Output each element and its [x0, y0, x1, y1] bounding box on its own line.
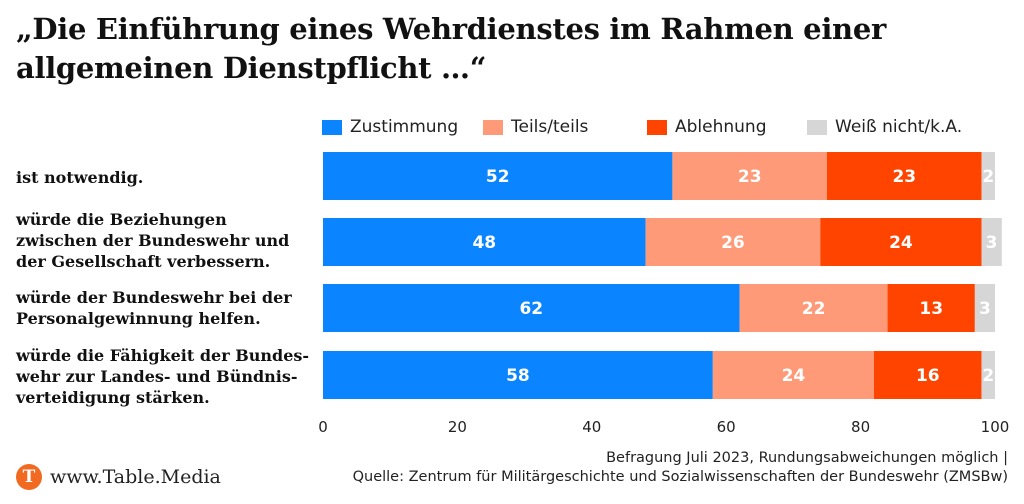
- x-tick-label-80: 80: [851, 418, 870, 436]
- bar-teils-teils-row-2: [645, 218, 821, 266]
- table-media-logo-icon: T: [16, 464, 42, 490]
- bar-ablehnung-row-2: [820, 218, 982, 266]
- bar-value-zustimmung-row-1: 52: [486, 167, 510, 187]
- chart-title-line-2: allgemeinen Dienstpflicht …“: [16, 51, 487, 85]
- bar-zustimmung-row-3: [323, 284, 740, 332]
- row-label-2: würde die Beziehungen zwischen der Bunde…: [16, 209, 316, 272]
- x-tick-label-100: 100: [981, 418, 1010, 436]
- bar-teils-teils-row-4: [712, 351, 875, 399]
- bar-value-ablehnung-row-1: 23: [892, 167, 916, 187]
- legend-label-ablehnung: Ablehnung: [675, 117, 767, 137]
- brand-url: www.Table.Media: [50, 466, 221, 488]
- bar-value-weiss-nicht-row-1: 2: [982, 167, 994, 187]
- row-label-2-line-1: würde die Beziehungen: [16, 210, 227, 229]
- bar-value-teils-teils-row-2: 26: [721, 233, 745, 253]
- bar-value-zustimmung-row-4: 58: [506, 366, 530, 386]
- legend-swatch-weiss-nicht: [807, 119, 827, 135]
- row-label-4: würde die Fähigkeit der Bundes- wehr zur…: [16, 345, 316, 408]
- bar-value-weiss-nicht-row-3: 3: [979, 299, 991, 319]
- bar-value-teils-teils-row-3: 22: [802, 299, 826, 319]
- source-line-1: Befragung Juli 2023, Rundungsabweichunge…: [606, 450, 1008, 466]
- bar-weiss-nicht-row-1: [981, 152, 995, 200]
- x-tick-label-40: 40: [582, 418, 601, 436]
- x-tick-label-20: 20: [448, 418, 467, 436]
- row-label-2-line-2: zwischen der Bundeswehr und: [16, 231, 290, 250]
- bar-row-4: 58 24 16 2: [323, 351, 995, 399]
- x-tick-label-60: 60: [717, 418, 736, 436]
- bar-zustimmung-row-1: [323, 152, 673, 200]
- bar-row-2: 48 26 24 3: [323, 218, 1002, 266]
- bar-weiss-nicht-row-2: [981, 218, 1002, 266]
- row-label-3-line-2: Personalgewinnung helfen.: [16, 309, 261, 328]
- bar-value-teils-teils-row-1: 23: [738, 167, 762, 187]
- bar-ablehnung-row-4: [874, 351, 982, 399]
- bar-value-ablehnung-row-4: 16: [916, 366, 940, 386]
- row-label-4-line-2: wehr zur Landes- und Bündnis-: [16, 367, 298, 386]
- bar-value-teils-teils-row-4: 24: [782, 366, 806, 386]
- legend-item-weiss-nicht: Weiß nicht/k.A.: [807, 117, 962, 137]
- bar-value-zustimmung-row-2: 48: [472, 233, 496, 253]
- legend-label-weiss-nicht: Weiß nicht/k.A.: [835, 117, 963, 137]
- row-label-3-line-1: würde der Bundeswehr bei der: [16, 288, 292, 307]
- brand-logo[interactable]: T www.Table.Media: [16, 464, 221, 490]
- chart-title-line-1: „Die Einführung eines Wehrdienstes im Ra…: [16, 12, 886, 46]
- bar-zustimmung-row-2: [323, 218, 646, 266]
- bar-teils-teils-row-1: [672, 152, 827, 200]
- source-line-2: Quelle: Zentrum für Militärgeschichte un…: [352, 469, 1008, 485]
- bar-value-ablehnung-row-2: 24: [889, 233, 913, 253]
- bar-value-zustimmung-row-3: 62: [519, 299, 543, 319]
- row-label-2-line-3: der Gesellschaft verbessern.: [16, 252, 271, 271]
- legend-label-teils-teils: Teils/teils: [511, 117, 589, 137]
- bar-row-1: 52 23 23 2: [323, 152, 995, 200]
- bar-ablehnung-row-3: [887, 284, 975, 332]
- bar-zustimmung-row-4: [323, 351, 713, 399]
- chart-title: „Die Einführung eines Wehrdienstes im Ra…: [16, 10, 1006, 88]
- legend-swatch-teils-teils: [483, 119, 503, 135]
- x-tick-label-0: 0: [318, 418, 328, 436]
- row-label-1-line-1: ist notwendig.: [16, 168, 144, 187]
- legend-item-teils-teils: Teils/teils: [483, 117, 588, 137]
- row-label-3: würde der Bundeswehr bei der Personalgew…: [16, 287, 316, 329]
- legend-item-ablehnung: Ablehnung: [647, 117, 767, 137]
- bar-teils-teils-row-3: [739, 284, 888, 332]
- bar-value-ablehnung-row-3: 13: [919, 299, 943, 319]
- legend-label-zustimmung: Zustimmung: [350, 117, 459, 137]
- row-label-1: ist notwendig.: [16, 167, 316, 188]
- row-label-4-line-3: verteidigung stärken.: [16, 388, 210, 407]
- bar-ablehnung-row-1: [827, 152, 982, 200]
- bar-value-weiss-nicht-row-4: 2: [982, 366, 994, 386]
- bar-weiss-nicht-row-4: [981, 351, 995, 399]
- bar-row-3: 62 22 13 3: [323, 284, 995, 332]
- bar-value-weiss-nicht-row-2: 3: [986, 233, 998, 253]
- legend-swatch-zustimmung: [322, 119, 342, 135]
- legend-item-zustimmung: Zustimmung: [322, 117, 458, 137]
- row-label-4-line-1: würde die Fähigkeit der Bundes-: [16, 346, 310, 365]
- bar-weiss-nicht-row-3: [974, 284, 995, 332]
- legend-swatch-ablehnung: [647, 119, 667, 135]
- source-note: Befragung Juli 2023, Rundungsabweichunge…: [353, 449, 1008, 487]
